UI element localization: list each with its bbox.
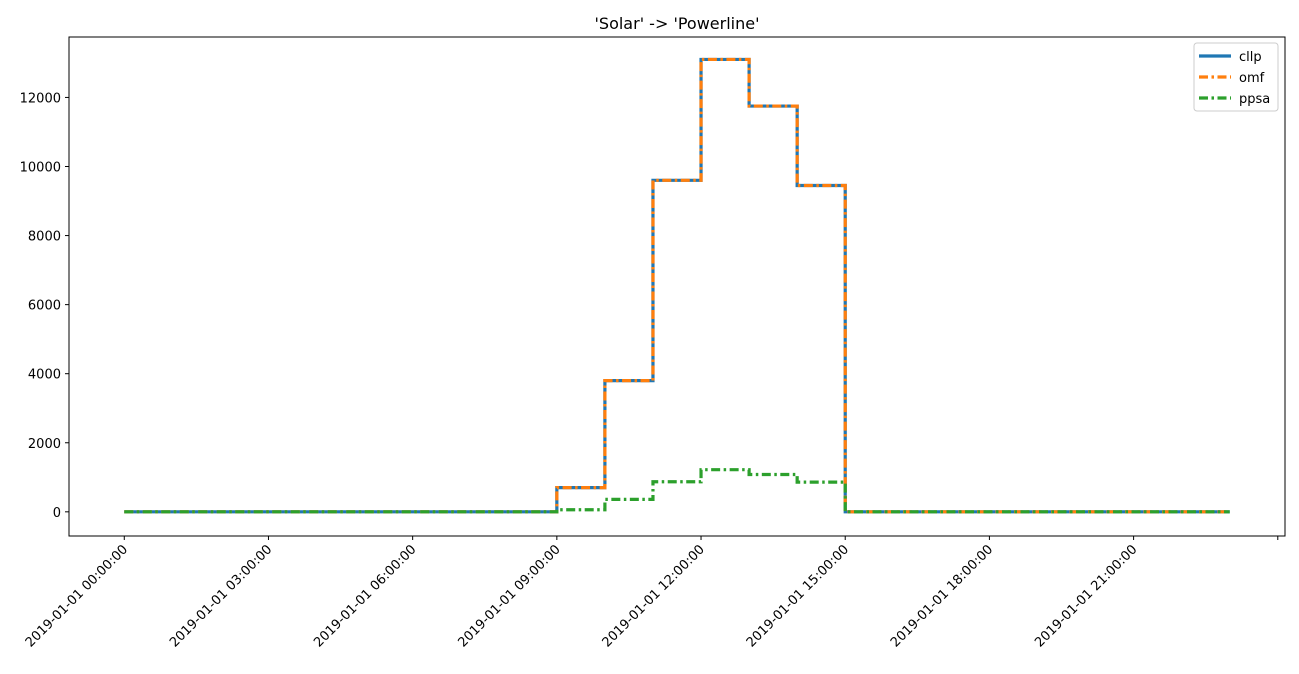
y-tick-label: 2000 xyxy=(28,437,61,452)
plot-area xyxy=(124,57,1230,514)
legend-box xyxy=(1193,42,1279,112)
axes-frame xyxy=(68,36,1286,537)
y-tick-label: 8000 xyxy=(28,230,61,245)
legend: cllp omf ppsa xyxy=(1193,42,1279,112)
legend-label-omf: omf xyxy=(1239,71,1265,86)
y-tick-label: 4000 xyxy=(28,368,61,383)
y-axis: 0 2000 4000 6000 8000 10000 12000 xyxy=(20,91,69,521)
legend-label-ppsa: ppsa xyxy=(1239,92,1270,107)
series-line-ppsa xyxy=(124,468,1230,514)
y-tick-label: 10000 xyxy=(20,160,61,175)
legend-label-cllp: cllp xyxy=(1239,50,1262,65)
y-tick-label: 0 xyxy=(53,506,61,521)
chart-title: 'Solar' -> 'Powerline' xyxy=(595,14,760,33)
y-tick-label: 6000 xyxy=(28,299,61,314)
series-line-omf xyxy=(124,57,1230,514)
y-tick-label: 12000 xyxy=(20,91,61,106)
